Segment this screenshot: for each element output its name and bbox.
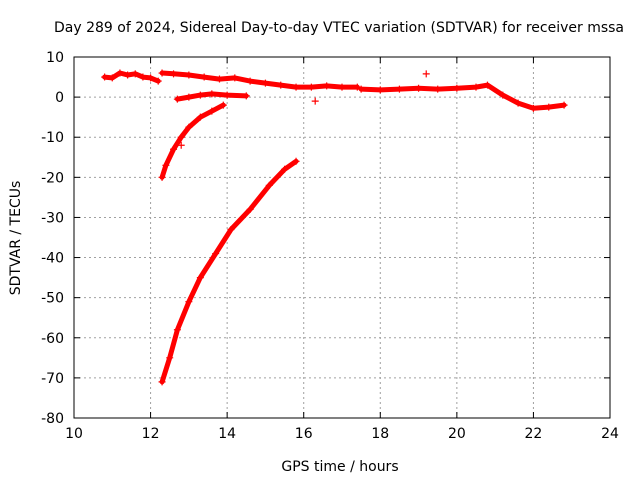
data-point — [223, 91, 231, 99]
data-point — [265, 181, 273, 189]
data-point — [185, 123, 193, 131]
x-tick-label: 20 — [448, 426, 466, 442]
data-point — [173, 95, 181, 103]
data-point — [434, 85, 442, 93]
y-tick-label: -40 — [41, 251, 64, 267]
data-point — [338, 83, 346, 91]
data-point — [395, 85, 403, 93]
data-point — [472, 83, 480, 91]
data-point — [357, 85, 365, 93]
data-point — [196, 274, 204, 282]
data-point — [158, 378, 166, 386]
data-point — [277, 81, 285, 89]
data-point — [170, 145, 178, 153]
data-point — [196, 91, 204, 99]
y-tick-label: -30 — [41, 210, 64, 226]
data-point — [311, 97, 319, 105]
data-point — [415, 84, 423, 92]
y-tick-label: -20 — [41, 170, 64, 186]
y-tick-label: -10 — [41, 130, 64, 146]
series-outliers — [177, 70, 430, 149]
data-point — [323, 82, 331, 90]
series-arc-1 — [101, 69, 162, 85]
data-point — [483, 81, 491, 89]
data-point — [185, 298, 193, 306]
data-point — [453, 84, 461, 92]
data-point — [246, 205, 254, 213]
data-point — [514, 99, 522, 107]
data-point — [499, 91, 507, 99]
x-tick-label: 14 — [218, 426, 236, 442]
series-arc-6 — [158, 157, 300, 386]
data-point — [529, 104, 537, 112]
y-tick-label: 10 — [46, 50, 64, 66]
data-point — [124, 71, 132, 79]
data-point — [292, 83, 300, 91]
data-point — [170, 70, 178, 78]
data-point — [116, 69, 124, 77]
data-point — [177, 133, 185, 141]
x-tick-label: 12 — [142, 426, 160, 442]
data-point — [208, 90, 216, 98]
y-tick-label: -50 — [41, 291, 64, 307]
data-point — [154, 77, 162, 85]
y-tick-label: -70 — [41, 371, 64, 387]
data-point — [158, 69, 166, 77]
grid-lines — [74, 57, 610, 418]
series-arc-2 — [158, 69, 361, 91]
data-point — [196, 113, 204, 121]
y-tick-label: -80 — [41, 411, 64, 427]
data-point — [307, 83, 315, 91]
y-tick-label: 0 — [55, 90, 64, 106]
data-point — [200, 73, 208, 81]
series-arc-5 — [158, 101, 227, 181]
data-point — [246, 77, 254, 85]
data-point — [376, 86, 384, 94]
data-point — [281, 165, 289, 173]
data-point — [131, 70, 139, 78]
data-point — [261, 79, 269, 87]
plot-frame — [73, 56, 611, 419]
data-point — [219, 101, 227, 109]
y-tick-label: -60 — [41, 331, 64, 347]
data-point — [139, 73, 147, 81]
y-axis-label: SDTVAR / TECUs — [8, 181, 24, 296]
data-point — [227, 225, 235, 233]
data-point — [101, 73, 109, 81]
data-point — [147, 74, 155, 82]
x-tick-label: 22 — [525, 426, 543, 442]
chart-title: Day 289 of 2024, Sidereal Day-to-day VTE… — [54, 20, 624, 36]
x-tick-label: 18 — [371, 426, 389, 442]
series-trace — [159, 158, 299, 385]
data-point — [422, 70, 430, 78]
x-tick-label: 16 — [295, 426, 313, 442]
data-point — [108, 74, 116, 82]
data-point — [242, 92, 250, 100]
x-axis-label: GPS time / hours — [281, 459, 398, 475]
data-point — [185, 71, 193, 79]
data-point — [185, 93, 193, 101]
data-point — [208, 107, 216, 115]
data-point — [177, 141, 185, 149]
data-point — [162, 161, 170, 169]
axis-ticks: 10 12 14 16 18 20 22 24 10 0 -10 -20 -30 -40 -50 -60 -70… — [41, 50, 619, 442]
data-point — [158, 173, 166, 181]
data-point — [560, 101, 568, 109]
data-point — [215, 75, 223, 83]
data-point — [231, 74, 239, 82]
data-point — [292, 157, 300, 165]
data-point — [545, 103, 553, 111]
series-arc-3 — [357, 81, 568, 112]
x-tick-label: 10 — [65, 426, 83, 442]
x-tick-label: 24 — [601, 426, 619, 442]
data-point — [173, 326, 181, 334]
data-point — [166, 354, 174, 362]
series-arc-4 — [173, 90, 250, 103]
data-point — [212, 250, 220, 258]
series-trace — [159, 102, 226, 180]
data-series — [101, 69, 568, 386]
